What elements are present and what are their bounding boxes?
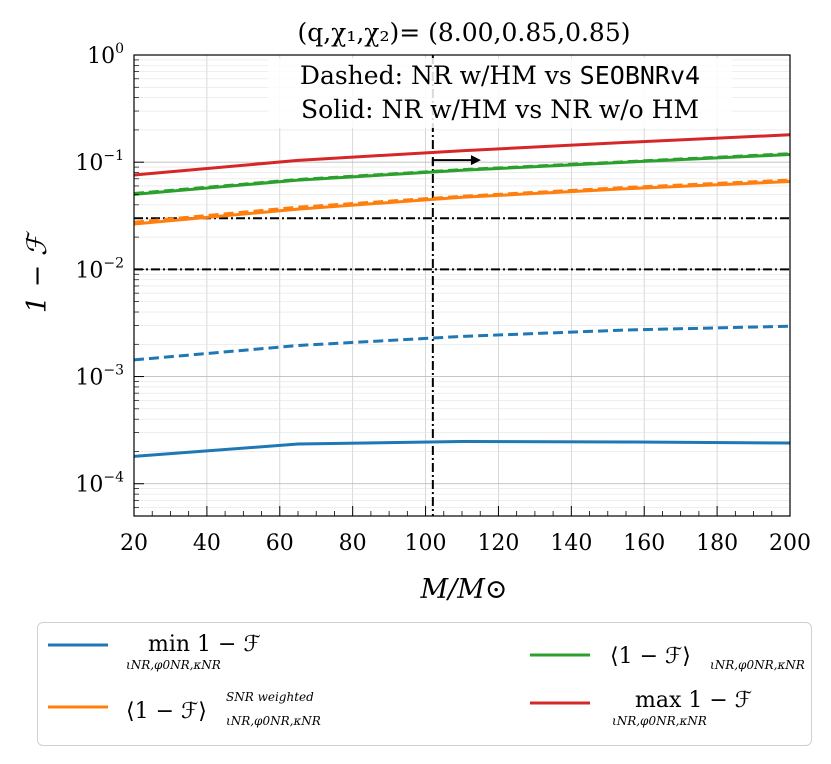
y-axis-label: 1 − ℱ <box>22 230 53 313</box>
series-line-solid <box>133 440 791 458</box>
y-tick-base: 10 <box>75 366 103 391</box>
direction-arrow-head <box>470 155 481 166</box>
y-tick-exponent: −2 <box>103 255 124 271</box>
x-tick-label: 80 <box>339 531 367 556</box>
y-tick-base: 10 <box>75 151 103 176</box>
x-tick-label: 20 <box>120 531 148 556</box>
x-tick-label: 200 <box>769 531 811 556</box>
y-tick-label: 100 <box>87 41 124 69</box>
legend-sub-min: ιNR,φ0NR,κNR <box>126 658 221 672</box>
reference-lines <box>134 55 790 516</box>
x-tick-label: 60 <box>266 531 294 556</box>
legend-sub-snr-weighted: ιNR,φ0NR,κNR <box>226 714 321 728</box>
ticks: 20 40 60 80 100 120 140 160 180 20010010−110−210−… <box>75 41 811 556</box>
direction-arrow <box>431 159 473 167</box>
y-tick-exponent: −1 <box>103 148 124 164</box>
annotation-box <box>268 58 732 128</box>
x-tick-label: 180 <box>696 531 738 556</box>
y-tick-base: 10 <box>75 473 103 498</box>
y-tick-label: 10−1 <box>75 148 124 176</box>
x-tick-label: 120 <box>477 531 519 556</box>
legend-sub-max: ιNR,φ0NR,κNR <box>612 714 707 728</box>
x-tick-label: 40 <box>193 531 221 556</box>
annotation-dashed: Dashed: NR w/HM vs SEOBNRv4 <box>300 61 700 90</box>
y-tick-label: 10−2 <box>75 255 124 283</box>
legend-sup-snr-weighted: SNR weighted <box>226 690 314 704</box>
x-tick-label: 160 <box>623 531 665 556</box>
legend-item-max: max 1 − ℱ ιNR,φ0NR,κNR <box>530 688 752 728</box>
legend-label-snr-weighted: ⟨1 − ℱ⟩ <box>126 699 207 724</box>
legend-item-snr-weighted: ⟨1 − ℱ⟩ SNR weighted ιNR,φ0NR,κNR <box>48 690 321 728</box>
series-line-dashed <box>133 178 791 224</box>
legend-label-max: max 1 − ℱ <box>635 688 752 713</box>
x-tick-label: 140 <box>550 531 592 556</box>
chart-title: (q,χ₁,χ₂)= (8.00,0.85,0.85) <box>297 18 630 47</box>
legend-label-mean: ⟨1 − ℱ⟩ <box>610 644 691 669</box>
annotation-solid: Solid: NR w/HM vs NR w/o HM <box>301 95 699 124</box>
legend: min 1 − ℱ ιNR,φ0NR,κNR ⟨1 − ℱ⟩ SNR weigh… <box>37 622 812 746</box>
y-tick-label: 10−4 <box>75 470 124 498</box>
y-tick-base: 10 <box>75 258 103 283</box>
series-line-solid <box>133 133 791 177</box>
y-tick-base: 10 <box>87 44 115 69</box>
legend-label-min: min 1 − ℱ <box>148 632 261 657</box>
y-tick-exponent: −4 <box>103 470 124 486</box>
series-line-dashed <box>133 152 791 195</box>
annotation-dashed-prefix: Dashed: NR w/HM vs <box>300 61 580 90</box>
y-tick-label: 10−3 <box>75 363 124 391</box>
legend-item-mean: ⟨1 − ℱ⟩ ιNR,φ0NR,κNR <box>530 644 805 672</box>
y-tick-exponent: −3 <box>103 363 124 379</box>
x-tick-label: 100 <box>405 531 447 556</box>
y-tick-exponent: 0 <box>115 41 124 57</box>
series-line-dashed <box>133 324 791 362</box>
series-group <box>133 133 791 458</box>
x-axis-label: M/M⊙ <box>419 574 507 605</box>
legend-sub-mean: ιNR,φ0NR,κNR <box>710 658 805 672</box>
annotation-model-name: SEOBNRv4 <box>580 61 700 90</box>
legend-item-min: min 1 − ℱ ιNR,φ0NR,κNR <box>48 632 261 672</box>
